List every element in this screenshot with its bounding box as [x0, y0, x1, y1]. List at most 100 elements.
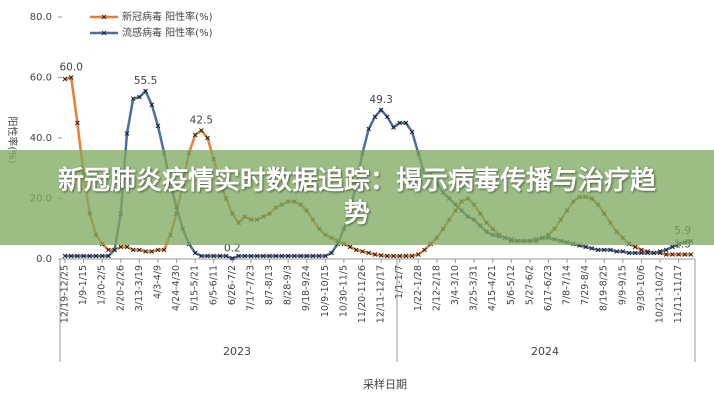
point-marker [384, 114, 390, 120]
x-tick-label: 12/11-12/17 [376, 265, 387, 323]
point-marker [670, 252, 675, 257]
y-tick-label: 0.0 [36, 254, 52, 265]
point-marker [372, 252, 378, 257]
banner: 新冠肺炎疫情实时数据追踪：揭示病毒传播与治疗趋势 [0, 150, 714, 245]
legend-marker [101, 30, 107, 36]
x-tick-label: 1/9-1/15 [78, 265, 89, 305]
point-marker [378, 107, 384, 113]
point-marker [87, 253, 93, 259]
point-marker [397, 120, 403, 126]
point-marker [112, 247, 117, 253]
point-marker [639, 250, 644, 256]
point-marker [106, 253, 111, 259]
point-marker [192, 250, 198, 256]
x-tick-label: 9/9-9/15 [617, 265, 628, 305]
point-marker [601, 247, 607, 253]
point-marker [304, 253, 310, 259]
x-tick-label: 10/30-11/5 [338, 265, 349, 317]
point-marker [124, 131, 130, 136]
point-marker [229, 256, 235, 261]
point-marker [360, 249, 365, 254]
x-tick-label: 9/30-10/6 [636, 265, 647, 311]
point-marker [391, 125, 396, 130]
x-tick-label: 4/3-4/9 [152, 265, 163, 299]
point-marker [205, 135, 210, 141]
point-marker [68, 75, 74, 80]
point-marker [130, 247, 136, 253]
data-label: 42.5 [190, 114, 213, 126]
point-marker [106, 247, 111, 253]
data-label: 49.3 [369, 94, 392, 106]
x-tick-label: 10/9-10/15 [320, 265, 331, 317]
point-marker [291, 253, 297, 259]
point-marker [143, 88, 148, 94]
point-marker [192, 132, 198, 138]
point-marker [137, 94, 142, 100]
x-tick-label: 9/18-9/24 [301, 265, 312, 311]
point-marker [670, 244, 675, 250]
point-marker [279, 253, 285, 259]
point-marker [68, 253, 74, 259]
point-marker [298, 253, 303, 259]
point-marker [137, 247, 142, 253]
x-tick-label: 12/19-12/25 [60, 265, 71, 323]
point-marker [415, 252, 421, 257]
point-marker [403, 253, 409, 259]
point-marker [248, 253, 254, 259]
point-marker [211, 253, 217, 259]
point-marker [285, 253, 291, 259]
point-marker [347, 244, 353, 250]
data-label: 60.0 [60, 62, 83, 74]
point-marker [632, 244, 638, 250]
point-marker [75, 120, 80, 126]
y-tick-label: 80.0 [30, 12, 52, 23]
point-marker [130, 96, 136, 102]
point-marker [254, 253, 260, 259]
y-tick-label: 60.0 [30, 73, 52, 84]
point-marker [657, 249, 663, 254]
year-label: 2023 [223, 345, 251, 358]
point-marker [161, 247, 167, 253]
point-marker [651, 250, 657, 256]
point-marker [676, 252, 681, 257]
point-marker [329, 250, 334, 256]
point-marker [583, 244, 588, 250]
point-marker [626, 250, 632, 256]
x-tick-label: 5/27-6/2 [524, 265, 535, 305]
point-marker [217, 253, 223, 259]
x-tick-label: 5/6-5/12 [506, 265, 517, 305]
x-tick-label: 8/7-8/13 [264, 265, 275, 305]
point-marker [62, 76, 68, 82]
x-tick-label: 3/25-3/31 [469, 265, 480, 311]
point-marker [366, 126, 372, 132]
point-marker [155, 123, 161, 129]
point-marker [124, 244, 130, 250]
point-marker [199, 128, 204, 133]
point-marker [378, 253, 384, 258]
x-tick-label: 6/26-7/2 [227, 265, 238, 305]
year-label: 2024 [531, 345, 559, 358]
point-marker [384, 253, 390, 259]
point-marker [260, 253, 266, 259]
x-tick-label: 6/5-6/11 [208, 265, 219, 305]
x-tick-label: 3/4-3/10 [450, 265, 461, 305]
point-marker [205, 253, 210, 259]
x-tick-label: 7/17-7/23 [245, 265, 256, 311]
x-tick-label: 2/20-2/26 [115, 265, 126, 311]
x-tick-label: 4/15-4/21 [487, 265, 498, 311]
x-tick-label: 8/19-8/25 [599, 265, 610, 311]
point-marker [273, 253, 279, 259]
point-marker [242, 253, 248, 259]
point-marker [366, 250, 372, 256]
point-marker [682, 252, 688, 257]
x-tick-label: 11/11-11/17 [673, 265, 684, 323]
x-axis-label: 采样日期 [363, 377, 407, 391]
point-marker [409, 129, 415, 135]
point-marker [589, 246, 595, 251]
point-marker [93, 253, 99, 259]
x-tick-label: 5/15-5/21 [190, 265, 201, 311]
point-marker [223, 253, 229, 259]
x-tick-label: 8/28-9/3 [283, 265, 294, 305]
point-marker [99, 253, 105, 259]
legend-label: 流感病毒 阳性率(%) [122, 26, 213, 39]
